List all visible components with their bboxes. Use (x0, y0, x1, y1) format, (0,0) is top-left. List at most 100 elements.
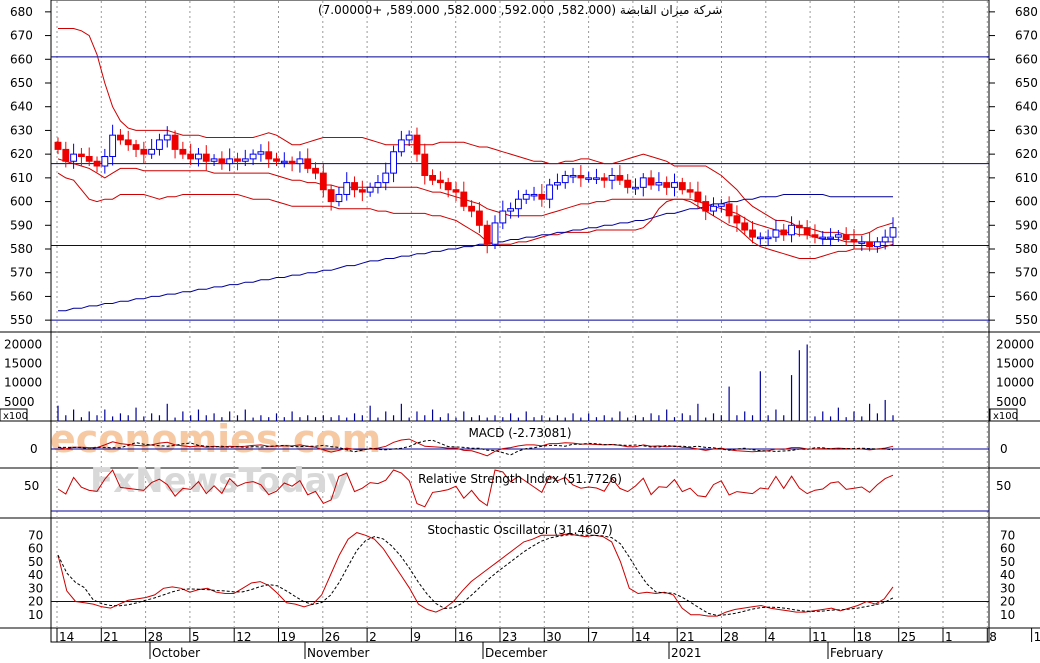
candle-body-79 (671, 182, 678, 188)
candle-body-8 (117, 134, 124, 141)
candle-body-103 (858, 241, 866, 244)
candle-body-4 (85, 156, 93, 162)
candle-body-92 (772, 229, 780, 238)
candle-body-63 (546, 184, 554, 200)
candle-body-95 (795, 224, 803, 229)
candle-body-28 (273, 158, 280, 162)
x-day-label-2: 28 (148, 630, 163, 644)
candle-body-97 (811, 234, 819, 238)
candle-body-102 (850, 239, 858, 243)
candle-body-58 (507, 208, 515, 212)
bollinger-middle-line (57, 158, 893, 243)
candle-body-74 (632, 186, 639, 190)
stoch-d-line (57, 534, 894, 616)
candle-body-21 (218, 158, 226, 165)
candle-body-41 (374, 182, 382, 188)
volume-tick-right-20000: 20000 (996, 337, 1034, 351)
candle-body-34 (319, 172, 327, 191)
candle-body-45 (405, 134, 413, 141)
volume-multiplier-right: x100 (993, 411, 1018, 422)
stochastic-lines (51, 532, 989, 617)
price-tick-left-620: 620 (10, 147, 33, 161)
candle-body-5 (93, 160, 101, 167)
x-day-label-8: 9 (413, 630, 421, 644)
rsi-line (57, 469, 894, 508)
candle-body-84 (710, 205, 717, 212)
price-tick-right-620: 620 (1015, 147, 1038, 161)
stoch-tick-right-10: 10 (1000, 608, 1015, 622)
macd-lines (51, 438, 989, 457)
candle-body-43 (390, 151, 397, 174)
x-month-label-0: October (152, 646, 200, 659)
x-day-label-14: 21 (679, 630, 694, 644)
stoch-tick-left-70: 70 (28, 528, 43, 542)
candle-body-70 (600, 177, 608, 181)
plot-frame (50, 0, 990, 643)
candle-body-27 (265, 151, 273, 160)
watermark-economies: economies.com (50, 417, 381, 461)
candle-body-98 (819, 236, 827, 240)
candle-body-104 (866, 241, 874, 248)
candle-body-105 (873, 241, 881, 248)
candle-body-65 (561, 174, 569, 184)
candle-body-101 (842, 234, 850, 241)
candle-body-59 (514, 198, 522, 210)
watermark-fxnewstoday: FxNewsToday (90, 461, 349, 501)
candle-body-38 (351, 182, 358, 191)
x-day-label-13: 14 (635, 630, 650, 644)
candle-body-29 (280, 160, 288, 164)
candle-body-36 (335, 193, 343, 203)
candle-body-62 (538, 193, 546, 200)
candle-body-42 (382, 172, 390, 184)
x-day-label-5: 19 (281, 630, 296, 644)
x-day-label-1: 21 (103, 630, 118, 644)
candle-body-90 (756, 236, 764, 240)
x-day-label-10: 23 (502, 630, 517, 644)
x-month-label-4: February (830, 646, 883, 659)
candle-body-60 (522, 193, 530, 200)
price-tick-left-650: 650 (10, 76, 33, 90)
macd-tick-left: 0 (30, 442, 38, 456)
candle-body-69 (593, 177, 600, 180)
stoch-tick-right-40: 40 (1000, 568, 1015, 582)
candle-body-71 (608, 174, 616, 181)
candle-body-23 (234, 158, 241, 162)
candle-body-55 (483, 224, 491, 245)
candle-body-18 (195, 153, 202, 160)
candle-body-87 (733, 215, 741, 224)
volume-tick-left-20000: 20000 (4, 337, 42, 351)
candle-body-2 (70, 153, 78, 162)
x-day-label-12: 7 (591, 630, 599, 644)
price-tick-left-640: 640 (10, 100, 33, 114)
x-day-label-17: 11 (812, 630, 827, 644)
macd-line (57, 438, 894, 457)
candle-body-46 (413, 134, 421, 155)
price-tick-left-680: 680 (10, 5, 33, 19)
x-month-label-2: December (485, 646, 547, 659)
candle-body-107 (889, 227, 897, 238)
candle-body-82 (694, 191, 702, 203)
candle-body-9 (124, 139, 132, 146)
x-day-label-22: 15 (1034, 630, 1040, 644)
candle-body-31 (296, 158, 304, 165)
candle-body-100 (834, 234, 842, 238)
candle-body-51 (452, 189, 460, 193)
x-month-label-1: November (307, 646, 369, 659)
stoch-tick-left-30: 30 (28, 581, 43, 595)
volume-tick-left-5000: 5000 (4, 395, 35, 409)
candle-body-30 (288, 160, 296, 165)
candle-body-25 (249, 153, 257, 160)
candle-body-89 (749, 229, 756, 238)
moving-average-line (58, 194, 893, 312)
price-tick-right-630: 630 (1015, 123, 1038, 137)
candle-body-76 (647, 177, 655, 186)
price-tick-left-670: 670 (10, 29, 33, 43)
candle-body-72 (616, 174, 624, 181)
x-day-label-19: 25 (901, 630, 916, 644)
price-tick-left-600: 600 (10, 195, 33, 209)
price-tick-left-610: 610 (10, 171, 33, 185)
candle-body-19 (202, 153, 210, 162)
candle-body-10 (132, 144, 140, 150)
stoch-tick-left-40: 40 (28, 568, 43, 582)
price-tick-right-660: 660 (1015, 52, 1038, 66)
